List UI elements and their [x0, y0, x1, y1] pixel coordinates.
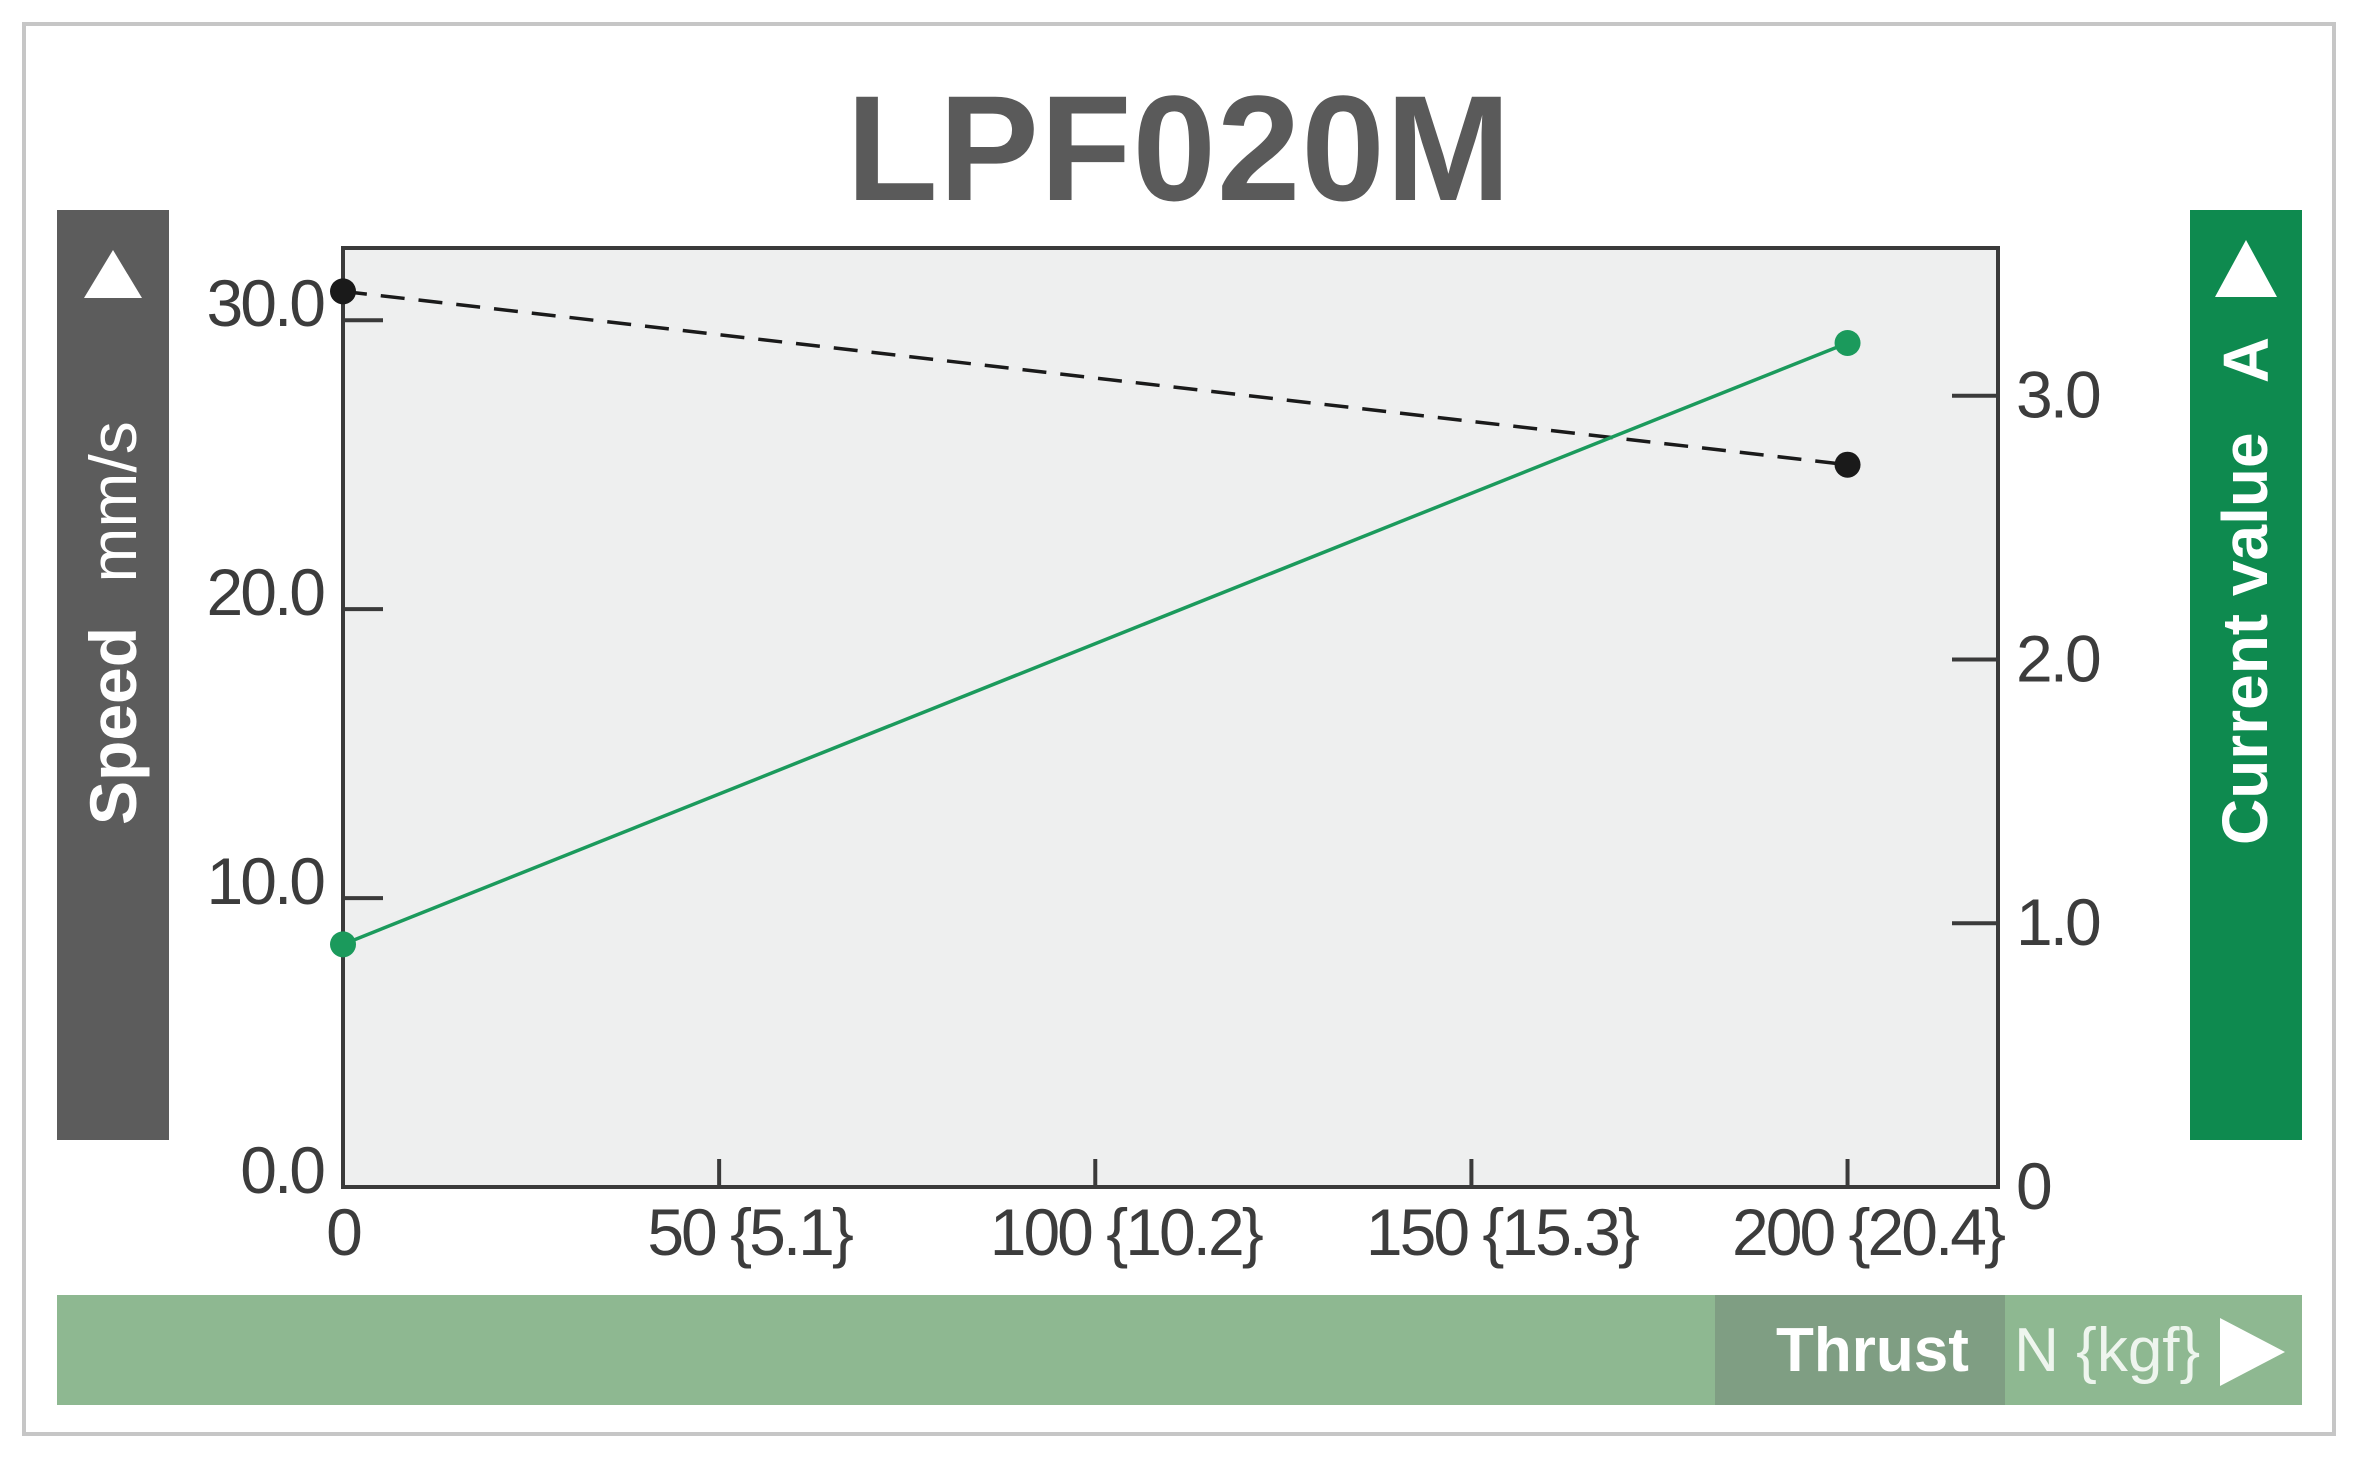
x-tick-label: 100 {10.2} — [990, 1195, 1263, 1269]
y2-tick-label: 3.0 — [2016, 358, 2100, 432]
speed-data-point — [1834, 451, 1861, 478]
speed-axis-band — [57, 210, 169, 1140]
y-tick-label: 20.0 — [207, 555, 325, 629]
x-tick-label: 200 {20.4} — [1732, 1195, 2005, 1269]
y-tick-label: 0.0 — [240, 1133, 324, 1207]
y-tick-label: 10.0 — [207, 844, 325, 918]
chart-title: LPF020M — [846, 64, 1512, 232]
x-tick-label: 50 {5.1} — [647, 1195, 853, 1269]
thrust-axis-title: Thrust N {kgf} — [1776, 1316, 2200, 1386]
speed-series-line — [342, 289, 1848, 467]
current-data-point — [330, 931, 356, 958]
x-tick-label: 0 — [326, 1195, 361, 1269]
y-tick-label: 30.0 — [207, 266, 325, 340]
current-axis-band — [2190, 210, 2302, 1140]
thrust-axis-name: Thrust — [1776, 1316, 1969, 1385]
thrust-axis-tab — [1715, 1295, 2005, 1405]
speed-data-point — [330, 278, 356, 305]
plot-area — [341, 246, 2000, 1189]
y2-tick-label: 0 — [2016, 1149, 2051, 1223]
y2-tick-label: 1.0 — [2016, 885, 2100, 959]
current-series-line — [342, 341, 1849, 946]
thrust-axis-unit: N {kgf} — [2014, 1316, 2201, 1385]
current-data-point — [1834, 329, 1861, 356]
x-tick-label: 150 {15.3} — [1366, 1195, 1639, 1269]
y2-tick-label: 2.0 — [2016, 621, 2100, 695]
